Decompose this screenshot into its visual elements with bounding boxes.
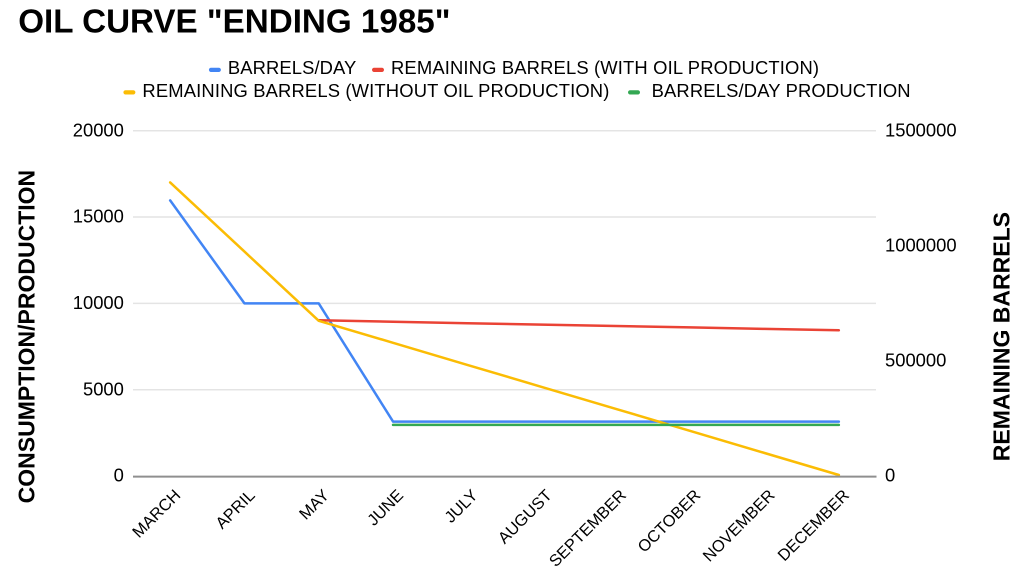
svg-text:OIL CURVE "ENDING 1985": OIL CURVE "ENDING 1985" — [18, 4, 450, 41]
svg-text:15000: 15000 — [73, 206, 124, 227]
svg-text:REMAINING BARRELS: REMAINING BARRELS — [989, 212, 1015, 461]
svg-text:REMAINING BARRELS (WITH OIL PR: REMAINING BARRELS (WITH OIL PRODUCTION) — [391, 57, 819, 78]
svg-text:BARRELS/DAY: BARRELS/DAY — [228, 57, 357, 78]
svg-text:20000: 20000 — [73, 119, 124, 140]
svg-text:1500000: 1500000 — [885, 119, 957, 140]
svg-text:500000: 500000 — [885, 350, 946, 371]
svg-text:1000000: 1000000 — [885, 234, 957, 255]
svg-text:BARRELS/DAY PRODUCTION: BARRELS/DAY PRODUCTION — [652, 80, 911, 101]
svg-text:REMAINING BARRELS (WITHOUT OIL: REMAINING BARRELS (WITHOUT OIL PRODUCTIO… — [142, 80, 609, 101]
svg-text:CONSUMPTION/PRODUCTION: CONSUMPTION/PRODUCTION — [14, 170, 40, 504]
svg-text:0: 0 — [885, 465, 895, 486]
svg-text:10000: 10000 — [73, 292, 124, 313]
svg-text:5000: 5000 — [83, 378, 124, 399]
svg-text:0: 0 — [114, 465, 124, 486]
